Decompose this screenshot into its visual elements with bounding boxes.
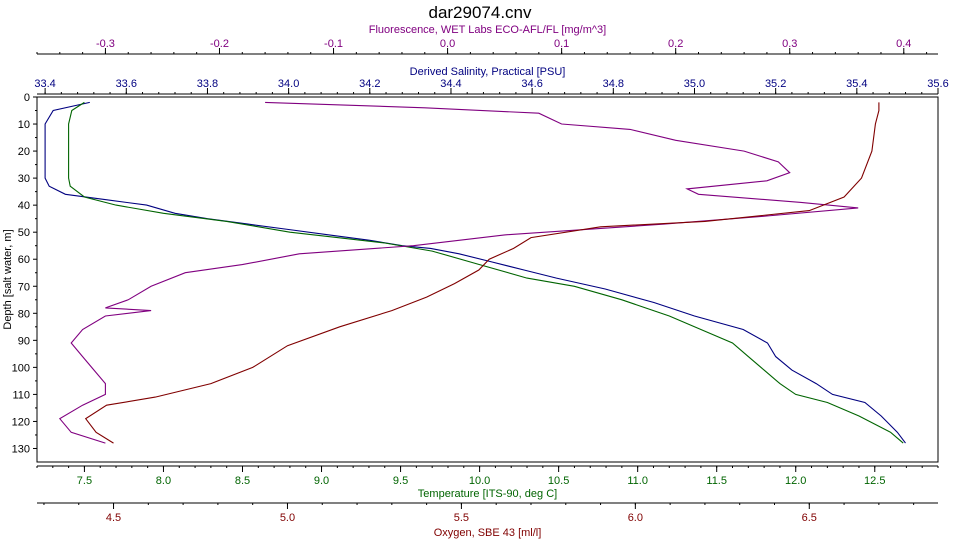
oxygen-tick-label: 4.5 xyxy=(106,512,121,524)
oxygen-profile-line xyxy=(84,102,880,444)
salinity-tick-label: 34.2 xyxy=(359,78,380,90)
y-tick-label-30: 30 xyxy=(18,173,30,185)
y-tick-label-20: 20 xyxy=(18,146,30,158)
salinity-tick-label: 33.6 xyxy=(116,78,137,90)
salinity-tick-label: 35.6 xyxy=(927,78,948,90)
y-tick-label-70: 70 xyxy=(18,281,30,293)
salinity-tick-label: 35.4 xyxy=(846,78,867,90)
y-tick-label-90: 90 xyxy=(18,335,30,347)
chart-title: dar29074.cnv xyxy=(428,3,532,22)
salinity-tick-label: 33.4 xyxy=(34,78,55,90)
salinity-tick-label: 33.8 xyxy=(197,78,218,90)
fluorescence-axis-title: Fluorescence, WET Labs ECO-AFL/FL [mg/m^… xyxy=(369,24,606,36)
fluorescence-tick-label: 0.2 xyxy=(668,38,683,50)
oxygen-tick-label: 6.0 xyxy=(628,512,643,524)
oxygen-tick-label: 5.0 xyxy=(280,512,295,524)
salinity-tick-label: 34.0 xyxy=(278,78,299,90)
fluorescence-tick-label: 0.0 xyxy=(440,38,455,50)
y-tick-label-80: 80 xyxy=(18,308,30,320)
temperature-tick-label: 11.0 xyxy=(627,475,648,487)
plot-frame xyxy=(36,96,939,463)
temperature-axis-title: Temperature [ITS-90, deg C] xyxy=(418,488,557,500)
temperature-tick-label: 12.0 xyxy=(785,475,806,487)
temperature-tick-label: 10.5 xyxy=(548,475,569,487)
fluorescence-profile-line xyxy=(58,101,859,444)
y-tick-label-120: 120 xyxy=(12,416,30,428)
fluorescence-tick-label: -0.1 xyxy=(324,38,343,50)
oxygen-tick-label: 6.5 xyxy=(802,512,817,524)
y-tick-label-50: 50 xyxy=(18,227,30,239)
salinity-tick-label: 34.8 xyxy=(603,78,624,90)
fluorescence-tick-label: 0.3 xyxy=(782,38,797,50)
temperature-tick-label: 8.0 xyxy=(156,475,171,487)
oxygen-tick-label: 5.5 xyxy=(454,512,469,524)
y-tick-label-0: 0 xyxy=(24,92,30,104)
salinity-tick-label: 34.4 xyxy=(440,78,461,90)
salinity-tick-label: 35.0 xyxy=(684,78,705,90)
salinity-profile-line xyxy=(44,101,906,444)
salinity-axis-title: Derived Salinity, Practical [PSU] xyxy=(410,66,566,78)
fluorescence-tick-label: -0.2 xyxy=(210,38,229,50)
y-tick-label-110: 110 xyxy=(12,389,30,401)
fluorescence-tick-label: 0.1 xyxy=(554,38,569,50)
temperature-profile-line xyxy=(68,101,904,444)
temperature-tick-label: 12.5 xyxy=(864,475,885,487)
y-tick-label-40: 40 xyxy=(18,200,30,212)
y-tick-label-60: 60 xyxy=(18,254,30,266)
temperature-tick-label: 10.0 xyxy=(469,475,490,487)
salinity-tick-label: 34.6 xyxy=(521,78,542,90)
temperature-tick-label: 9.5 xyxy=(393,475,408,487)
temperature-tick-label: 8.5 xyxy=(235,475,250,487)
temperature-tick-label: 7.5 xyxy=(77,475,92,487)
y-axis-title: Depth [salt water, m] xyxy=(2,229,14,329)
fluorescence-tick-label: -0.3 xyxy=(96,38,115,50)
salinity-tick-label: 35.2 xyxy=(765,78,786,90)
y-tick-label-10: 10 xyxy=(18,119,30,131)
y-tick-label-130: 130 xyxy=(12,443,30,455)
y-tick-label-100: 100 xyxy=(12,362,30,374)
fluorescence-tick-label: 0.4 xyxy=(896,38,911,50)
oxygen-axis-title: Oxygen, SBE 43 [ml/l] xyxy=(434,527,542,539)
temperature-tick-label: 11.5 xyxy=(706,475,727,487)
temperature-tick-label: 9.0 xyxy=(314,475,329,487)
